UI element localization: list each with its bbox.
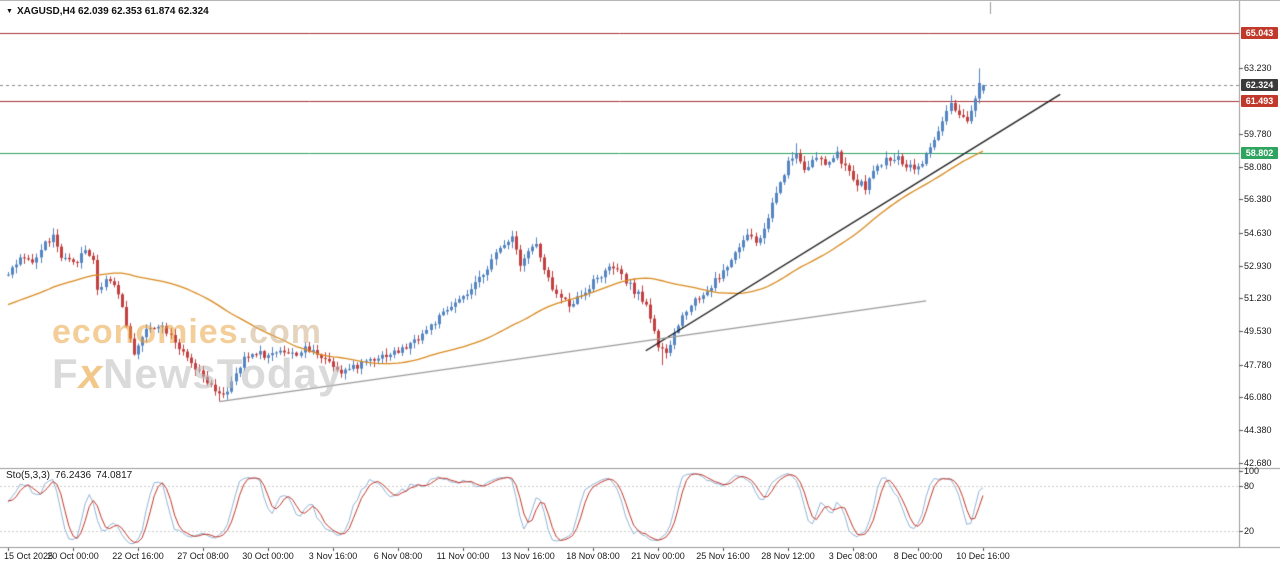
time-axis-label: 20 Oct 00:00 [47, 551, 99, 561]
time-axis-label: 22 Oct 16:00 [112, 551, 164, 561]
time-axis-label: 3 Dec 08:00 [828, 551, 878, 561]
price-tick-label: 56.380 [1244, 194, 1272, 205]
time-axis-label: 21 Nov 00:00 [631, 551, 685, 561]
price-tick-label: 54.630 [1244, 228, 1272, 239]
stochastic-main-value: 76.2436 [54, 470, 92, 481]
time-axis-label: 13 Nov 16:00 [501, 551, 555, 561]
time-axis-label: 8 Dec 00:00 [893, 551, 943, 561]
stochastic-indicator-label: Sto(5,3,3) 76.2436 74.0817 [6, 470, 132, 481]
current-price-tag: 62.324 [1241, 79, 1278, 92]
symbol-ohlc-text: XAGUSD,H4 62.039 62.353 61.874 62.324 [16, 6, 209, 17]
stochastic-scale-label: 100 [1244, 466, 1260, 476]
stochastic-signal-value: 74.0817 [96, 470, 133, 481]
symbol-ohlc-label: ▼ XAGUSD,H4 62.039 62.353 61.874 62.324 [6, 6, 209, 17]
price-tick-label: 49.530 [1244, 325, 1272, 336]
symbol-dropdown-icon[interactable]: ▼ [6, 8, 13, 15]
time-axis-label: 11 Nov 00:00 [436, 551, 490, 561]
time-axis-label: 6 Nov 08:00 [373, 551, 423, 561]
time-axis-label: 25 Nov 16:00 [696, 551, 750, 561]
pivot-level-tag: 61.493 [1241, 95, 1278, 108]
price-tick-label: 42.680 [1244, 457, 1272, 468]
support-level-tag: 58.802 [1241, 146, 1278, 159]
price-tick-label: 52.930 [1244, 260, 1272, 271]
price-tick-label: 58.080 [1244, 161, 1272, 172]
resistance-level-tag: 65.043 [1241, 26, 1278, 39]
time-axis-label: 15 Oct 2025 [4, 551, 54, 561]
stochastic-scale-label: 80 [1244, 481, 1255, 491]
time-axis-label: 30 Oct 00:00 [242, 551, 294, 561]
price-tick-label: 46.080 [1244, 392, 1272, 403]
stochastic-scale-label: 20 [1244, 526, 1255, 536]
time-axis-label: 28 Nov 12:00 [761, 551, 815, 561]
time-axis-label: 10 Dec 16:00 [956, 551, 1010, 561]
time-axis: 15 Oct 2025 20 Oct 00:00 22 Oct 16:00 27 Oc… [0, 549, 1280, 567]
stochastic-name: Sto(5,3,3) [6, 470, 50, 481]
price-tick-label: 59.780 [1244, 129, 1272, 140]
stochastic-axis: 100 80 20 [1240, 1, 1280, 567]
time-axis-label: 18 Nov 08:00 [566, 551, 620, 561]
price-axis: 63.230 59.780 58.080 56.380 54.630 52.930 51.2… [1240, 1, 1280, 547]
price-tick-label: 51.230 [1244, 293, 1272, 304]
price-tick-label: 47.780 [1244, 359, 1272, 370]
time-axis-label: 3 Nov 16:00 [308, 551, 358, 561]
time-axis-label: 27 Oct 08:00 [177, 551, 229, 561]
price-tick-label: 44.380 [1244, 424, 1272, 435]
price-tick-label: 63.230 [1244, 62, 1272, 73]
